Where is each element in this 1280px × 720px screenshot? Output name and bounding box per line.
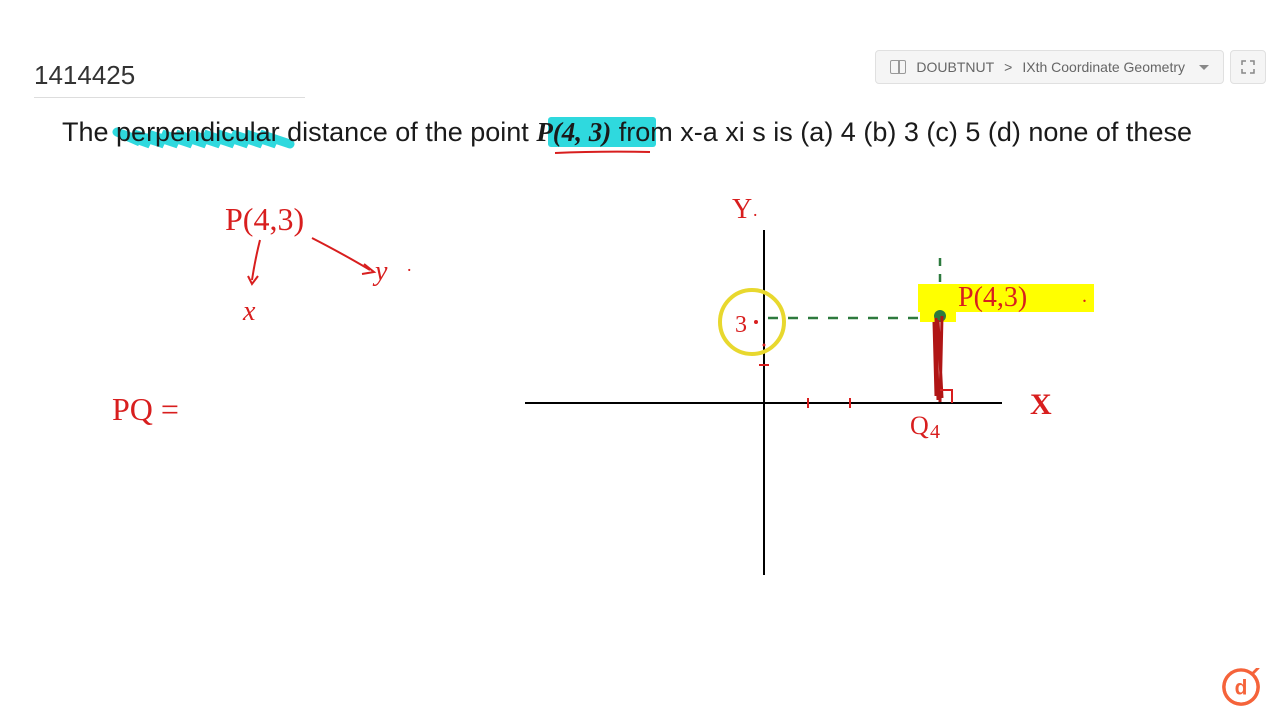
perpendicular-pq [934,316,942,402]
hand-y-dot: . [407,255,412,275]
yellow-circle-3 [720,290,784,354]
y-tick-3: 3 [735,312,747,338]
breadcrumb-dropdown[interactable]: DOUBTNUT > IXth Coordinate Geometry [875,50,1224,84]
x-axis-label: X [1030,388,1052,421]
top-controls: DOUBTNUT > IXth Coordinate Geometry [875,50,1266,84]
question-text: The perpendicular distance of the point … [62,117,1192,148]
point-p-dot [934,310,946,322]
breadcrumb-site: DOUBTNUT [916,59,994,75]
q-point-label: P(4, 3) [536,117,611,147]
q-word-perpendicular: perpendicular [116,117,280,147]
q-label: Q [910,411,929,440]
q-text-after: from x-a xi s is (a) 4 (b) 3 (c) 5 (d) n… [611,117,1192,147]
y-axis-label: Y [732,194,752,225]
svg-text:d: d [1235,677,1248,700]
doubtnut-logo: d [1222,668,1260,706]
graph-p-label: P(4,3) [958,282,1027,313]
q-text-mid: distance of the point [280,117,537,147]
hand-pq-label: PQ = [112,391,179,427]
right-angle-marker [940,390,952,403]
q-sub: 4 [930,421,940,443]
q-text-before: The [62,117,116,147]
expand-icon [1241,60,1255,74]
hand-y-label: y [372,256,388,287]
breadcrumb-separator: > [1004,59,1012,75]
diagram-overlay: P(4,3) x y . PQ = Y . X 3 P(4,3) . Q 4 [0,0,1280,720]
hand-p-label: P(4,3) [225,201,304,237]
book-icon [890,60,906,74]
hand-x-label: x [242,296,256,327]
chevron-down-icon [1199,65,1209,70]
svg-text:.: . [1082,285,1087,307]
breadcrumb-topic: IXth Coordinate Geometry [1022,59,1185,75]
question-id: 1414425 [34,60,305,98]
expand-button[interactable] [1230,50,1266,84]
svg-text:.: . [753,200,758,220]
yellow-highlight-p [918,284,1094,312]
